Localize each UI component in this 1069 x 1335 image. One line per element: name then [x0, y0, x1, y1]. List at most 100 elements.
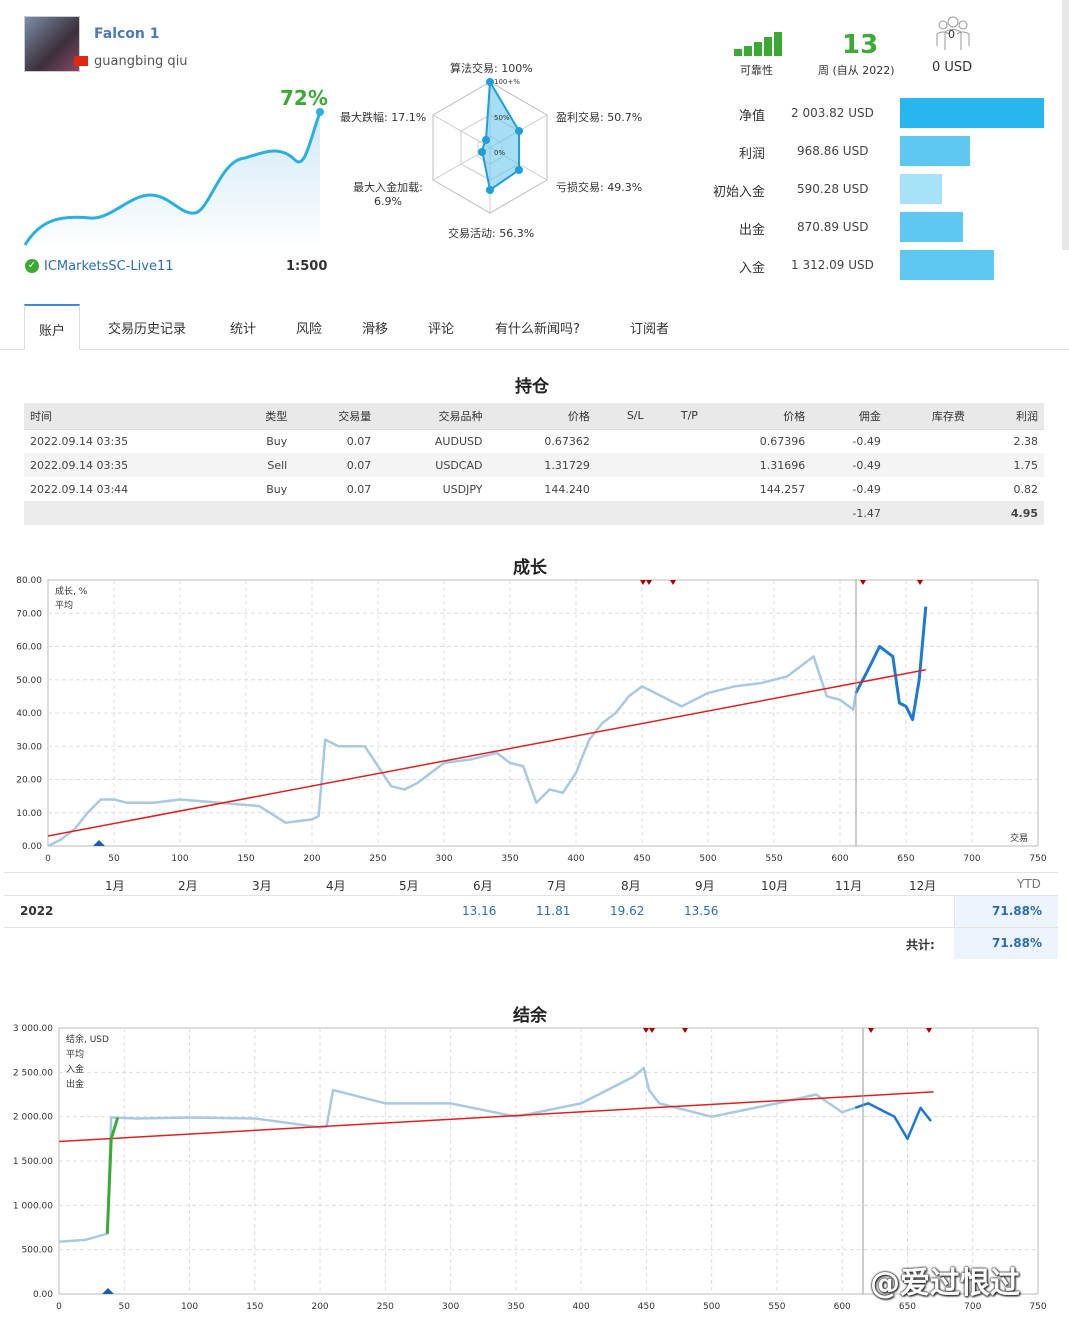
mini-growth-chart [23, 108, 324, 250]
growth-chart: 0.00 10.00 20.00 30.00 40.00 50.00 60.00 70.00 8… [16, 576, 1047, 864]
balance-legend-deposit: 入金 [66, 1063, 84, 1075]
table-row: 2022.09.14 03:35 Sell 0.07 USDCAD 1.3172… [24, 453, 1044, 477]
growth-recent-line [854, 606, 928, 722]
y-tick-label: 30.00 [16, 742, 42, 752]
y-tick-label: 2 500.00 [13, 1068, 53, 1078]
x-tick-label: 0 [45, 854, 51, 864]
x-tick-label: 250 [369, 854, 386, 864]
balance-chart: 0.00 500.00 1 000.00 1 500.00 2 000.00 2 500.… [13, 1024, 1047, 1312]
balance-legend-balance: 结余, USD [66, 1033, 109, 1045]
y-tick-label: 2 000.00 [13, 1113, 53, 1123]
x-tick-label: 0 [56, 1302, 62, 1312]
y-tick-label: 1 000.00 [13, 1201, 53, 1211]
x-tick-label: 200 [311, 1302, 328, 1312]
radar-label-drawdown: 最大跌幅: 17.1% [340, 111, 427, 124]
stat-bar-withdrawals [900, 212, 963, 242]
x-tick-label: 100 [181, 1302, 198, 1312]
x-tick-label: 600 [831, 854, 848, 864]
positions-title: 持仓 [515, 377, 549, 397]
weeks-label: 周 (自从 2022) [818, 64, 895, 77]
growth-title: 成长 [513, 558, 547, 578]
y-tick-label: 1 500.00 [13, 1157, 53, 1167]
subscribers-count: 0 [948, 28, 955, 41]
radar-area [480, 78, 520, 192]
balance-recent-line [854, 1102, 932, 1141]
tab-subscribers[interactable]: 订阅者 [630, 322, 670, 337]
x-tick-label: 150 [237, 854, 254, 864]
x-tick-label: 650 [897, 854, 914, 864]
y-tick-label: 0.00 [22, 842, 42, 852]
monthly-header-row: 1月 2月 3月 4月 5月 6月 7月 8月 9月 10月 11月 12月 Y… [4, 872, 1058, 896]
tab-bar: 账户 交易历史记录 统计 风险 滑移 评论 有什么新闻吗? 订阅者 [0, 304, 1069, 350]
balance-history-line [58, 1066, 856, 1243]
radar-ring-50: 50% [494, 114, 510, 122]
flag-icon [74, 56, 88, 66]
radar-ring-0: 0% [494, 149, 505, 157]
balance-title: 结余 [513, 1006, 547, 1026]
x-tick-label: 450 [633, 854, 650, 864]
table-row: 2022.09.14 03:44 Buy 0.07 USDJPY 144.240… [30, 482, 1038, 496]
totals-row: -1.47 4.95 [24, 501, 1044, 525]
mini-growth-line [23, 111, 322, 246]
profile-name[interactable]: Falcon 1 [94, 26, 160, 42]
growth-legend-avg: 平均 [55, 599, 73, 611]
tab-risk[interactable]: 风险 [296, 322, 323, 337]
radar-label-loss: 亏损交易: 49.3% [556, 181, 643, 194]
x-tick-label: 650 [899, 1302, 916, 1312]
x-tick-label: 700 [963, 854, 980, 864]
x-tick-label: 100 [171, 854, 188, 864]
y-tick-label: 70.00 [16, 609, 42, 619]
subscribers-icon [934, 16, 972, 52]
table-row: 2022.09.14 03:35 Buy 0.07 AUDUSD 0.67362… [30, 434, 1038, 448]
stat-bar-initial-deposit [900, 174, 942, 204]
tab-news[interactable]: 有什么新闻吗? [495, 322, 580, 337]
x-tick-label: 700 [964, 1302, 981, 1312]
radar-label-activity: 交易活动: 56.3% [448, 227, 535, 240]
radar-chart: 100+% 50% 0% [432, 78, 548, 214]
x-tick-label: 750 [1029, 854, 1046, 864]
weeks-value: 13 [842, 30, 879, 60]
profile-avatar[interactable] [24, 16, 80, 72]
tab-slippage[interactable]: 滑移 [362, 322, 389, 337]
tab-account[interactable]: 账户 [24, 304, 81, 350]
broker-link[interactable]: ICMarketsSC-Live11 [44, 259, 174, 274]
mini-growth-endpoint [316, 108, 324, 116]
x-tick-label: 400 [573, 1302, 590, 1312]
positions-header-row: 时间 类型 交易量 交易品种 价格 S/L T/P 价格 佣金 库存费 利润 [24, 403, 1044, 430]
y-tick-label: 50.00 [16, 676, 42, 686]
x-tick-label: 50 [108, 854, 120, 864]
stat-bar-deposits [900, 250, 994, 280]
watermark: @爱过恨过 [870, 1266, 1020, 1301]
tab-reviews[interactable]: 评论 [428, 322, 455, 337]
y-tick-label: 40.00 [16, 709, 42, 719]
x-tick-label: 350 [507, 1302, 524, 1312]
radar-label-deposit-load: 最大入金加载: 6.9% [353, 181, 423, 208]
radar-ring-100: 100+% [494, 78, 520, 86]
owner-name[interactable]: guangbing qiu [94, 54, 188, 69]
tab-statistics[interactable]: 统计 [230, 322, 257, 337]
verified-icon: ✓ [25, 259, 39, 273]
x-tick-label: 250 [377, 1302, 394, 1312]
x-tick-label: 50 [119, 1302, 131, 1312]
balance-plot-area [58, 1027, 1039, 1295]
x-tick-label: 750 [1029, 1302, 1046, 1312]
monthly-values-row: 2022 13.16 11.81 19.62 13.56 71.88% [4, 896, 1058, 928]
y-tick-label: 3 000.00 [13, 1024, 53, 1034]
y-tick-label: 60.00 [16, 643, 42, 653]
x-tick-label: 450 [638, 1302, 655, 1312]
x-tick-label: 600 [834, 1302, 851, 1312]
y-tick-label: 500.00 [22, 1246, 54, 1256]
x-tick-label: 150 [246, 1302, 263, 1312]
growth-history-line [47, 655, 858, 848]
growth-average-line [47, 669, 926, 837]
growth-x-axis-label: 交易 [1010, 832, 1028, 844]
growth-legend-growth: 成长, % [55, 585, 88, 597]
radar-label-algo: 算法交易: 100% [450, 62, 533, 75]
x-tick-label: 200 [303, 854, 320, 864]
scrollbar-top[interactable] [1062, 0, 1069, 250]
y-tick-label: 20.00 [16, 776, 42, 786]
section-divider [0, 538, 1069, 541]
mini-growth-area [25, 112, 320, 250]
radar-label-profit: 盈利交易: 50.7% [556, 111, 643, 124]
tab-history[interactable]: 交易历史记录 [108, 322, 187, 337]
